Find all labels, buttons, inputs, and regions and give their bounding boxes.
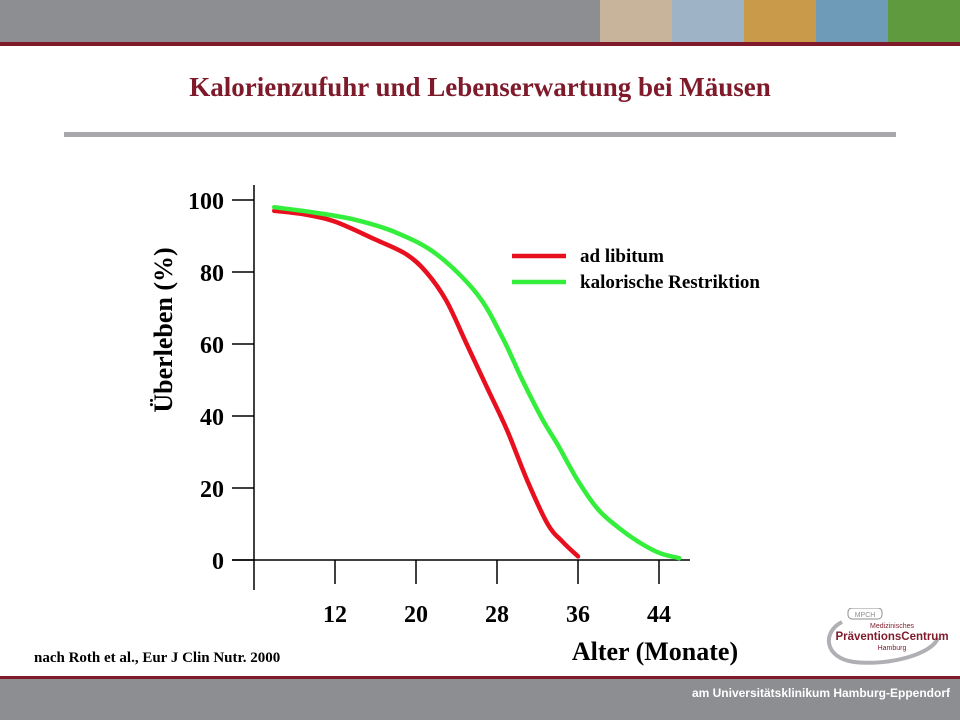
logo-badge [847, 608, 883, 620]
y-tick-label-80: 80 [200, 261, 224, 287]
x-axis-title: Alter (Monate) [572, 637, 738, 666]
y-tick-label-20: 20 [200, 477, 224, 503]
x-tick-label-20: 20 [404, 602, 428, 628]
banner-tile-4 [816, 0, 888, 42]
banner-tile-2 [672, 0, 744, 42]
series-line-2 [272, 204, 682, 561]
y-axis-title: Überleben (%) [149, 247, 178, 412]
legend-label-2: kalorische Restriktion [580, 272, 760, 293]
bottom-bar [0, 679, 960, 720]
axes [232, 185, 690, 590]
y-tick-label-40: 40 [200, 405, 224, 431]
citation: nach Roth et al., Eur J Clin Nutr. 2000 [34, 650, 281, 666]
y-tick-label-100: 100 [188, 189, 224, 215]
legend: ad libitum kalorische Restriktion [512, 246, 760, 293]
x-ticks: 12 20 28 36 44 [323, 560, 671, 628]
bottom-accent-line [0, 676, 960, 679]
x-tick-label-12: 12 [323, 602, 347, 628]
logo-swoosh [826, 620, 940, 665]
logo-line3: Hamburg [878, 645, 907, 652]
y-tick-label-0: 0 [212, 549, 224, 575]
logo-badge-text: MPCH [855, 612, 876, 619]
header-banner-image [600, 0, 960, 42]
top-accent-line [0, 42, 960, 46]
x-tick-label-44: 44 [647, 602, 671, 628]
series-lines [272, 204, 682, 561]
y-tick-label-60: 60 [200, 333, 224, 359]
banner-tile-1 [600, 0, 672, 42]
legend-label-1: ad libitum [580, 246, 664, 267]
banner-tile-3 [744, 0, 816, 42]
footer-text: am Universitätsklinikum Hamburg-Eppendor… [691, 686, 950, 700]
x-tick-label-36: 36 [566, 602, 590, 628]
title-rule [64, 132, 896, 137]
banner-tile-5 [888, 0, 960, 42]
series-line-1 [272, 208, 581, 559]
y-ticks: 0 20 40 60 80 100 [188, 189, 254, 575]
slide-title: Kalorienzufuhr und Lebenserwartung bei M… [189, 72, 771, 102]
logo-line2: PräventionsCentrum [835, 631, 948, 643]
logo-line1: Medizinisches [870, 623, 914, 630]
x-tick-label-28: 28 [485, 602, 509, 628]
mpch-logo: MPCH Medizinisches PräventionsCentrum Ha… [826, 608, 949, 665]
